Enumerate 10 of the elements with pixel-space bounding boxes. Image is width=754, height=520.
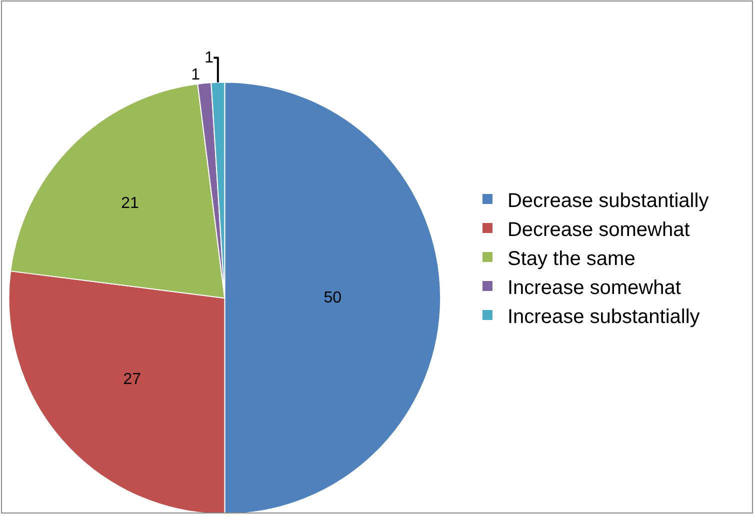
data-label: 27 [123, 371, 142, 388]
legend-label: Increase somewhat [507, 276, 682, 299]
data-label: 1 [204, 49, 214, 66]
legend-label: Increase substantially [507, 306, 700, 328]
data-label: 21 [121, 194, 139, 212]
legend-label: Stay the same [507, 248, 636, 270]
legend-label: Decrease substantially [507, 190, 709, 212]
data-label: 50 [324, 290, 342, 307]
legend-label: Decrease somewhat [507, 218, 690, 241]
data-label: 1 [191, 66, 200, 84]
